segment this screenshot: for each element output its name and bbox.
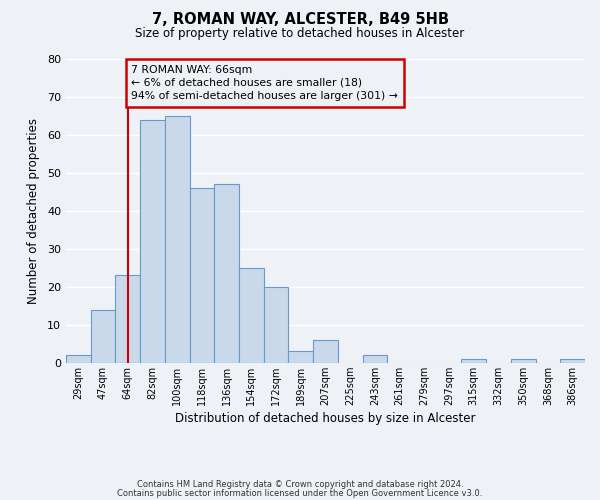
Bar — [140, 120, 165, 363]
Text: Contains public sector information licensed under the Open Government Licence v3: Contains public sector information licen… — [118, 488, 482, 498]
Bar — [214, 184, 239, 363]
Bar — [313, 340, 338, 363]
Bar — [239, 268, 263, 363]
X-axis label: Distribution of detached houses by size in Alcester: Distribution of detached houses by size … — [175, 412, 476, 425]
Bar — [115, 276, 140, 363]
Bar — [560, 359, 585, 363]
Text: Size of property relative to detached houses in Alcester: Size of property relative to detached ho… — [136, 28, 464, 40]
Text: 7, ROMAN WAY, ALCESTER, B49 5HB: 7, ROMAN WAY, ALCESTER, B49 5HB — [151, 12, 449, 28]
Y-axis label: Number of detached properties: Number of detached properties — [27, 118, 40, 304]
Bar — [461, 359, 486, 363]
Bar — [511, 359, 536, 363]
Bar — [289, 352, 313, 363]
Bar — [190, 188, 214, 363]
Bar — [66, 355, 91, 363]
Bar — [263, 287, 289, 363]
Bar — [165, 116, 190, 363]
Bar — [91, 310, 115, 363]
Bar — [362, 355, 387, 363]
Text: 7 ROMAN WAY: 66sqm
← 6% of detached houses are smaller (18)
94% of semi-detached: 7 ROMAN WAY: 66sqm ← 6% of detached hous… — [131, 64, 398, 101]
Text: Contains HM Land Registry data © Crown copyright and database right 2024.: Contains HM Land Registry data © Crown c… — [137, 480, 463, 489]
